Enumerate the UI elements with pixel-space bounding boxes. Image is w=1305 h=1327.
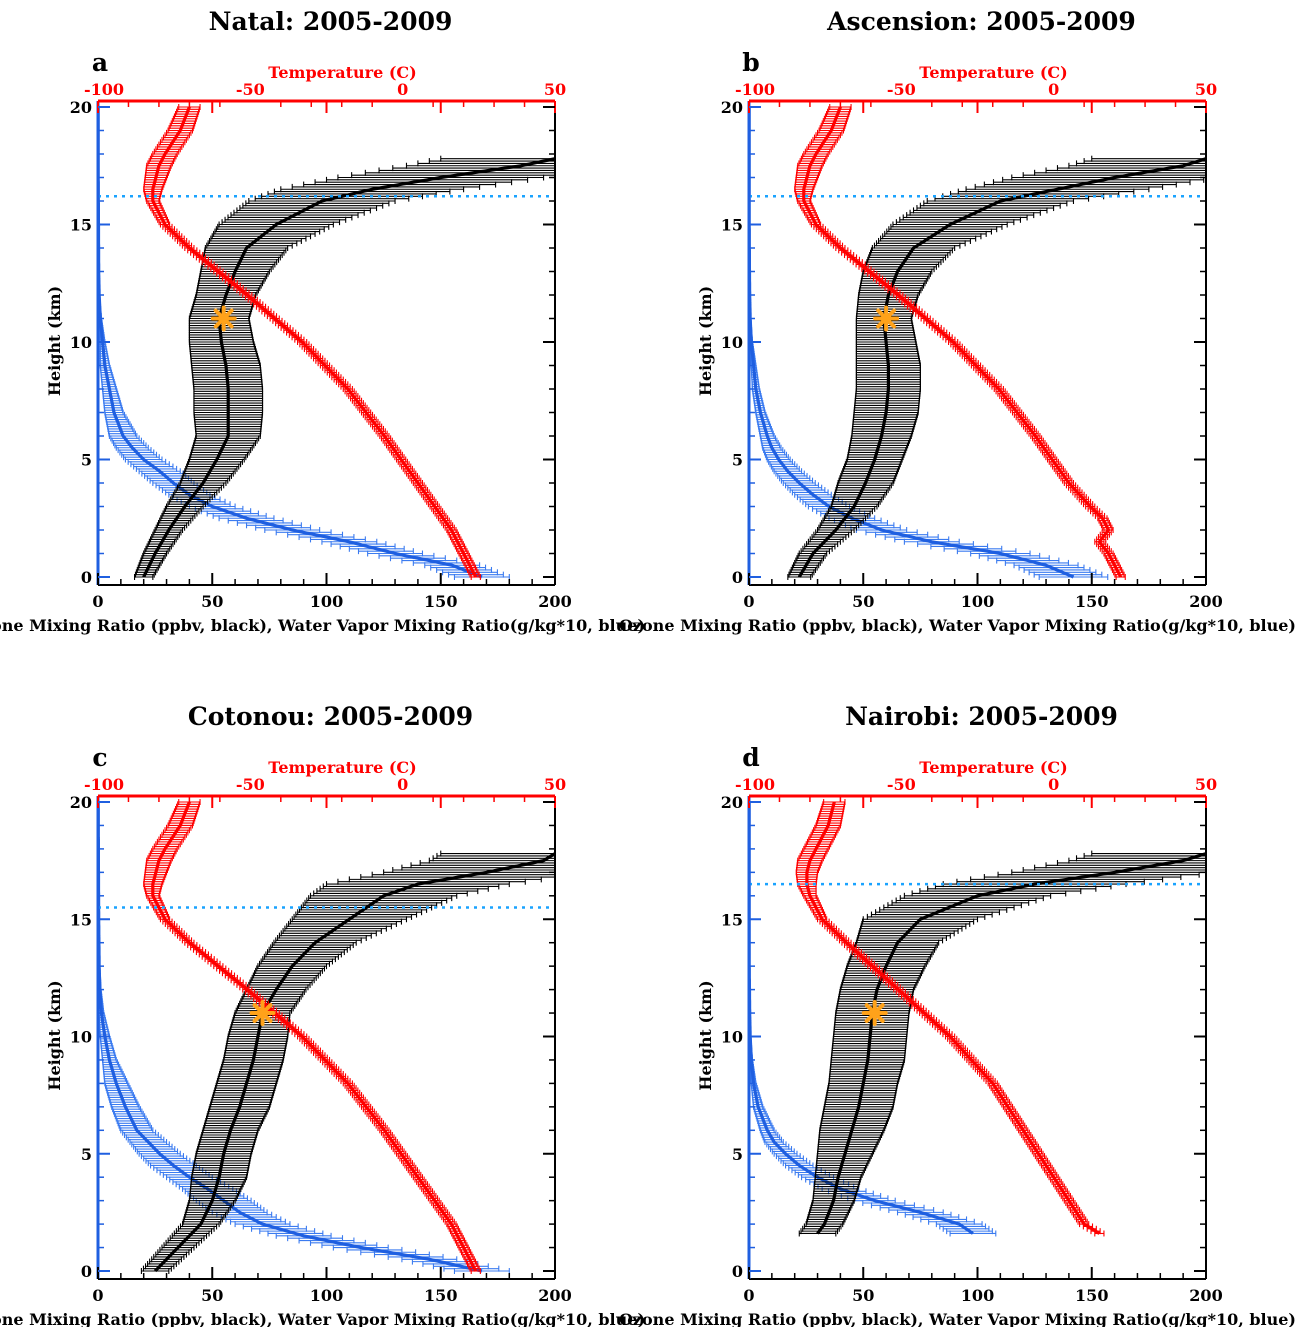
y-tick-label: 15 — [70, 216, 92, 235]
plot-area — [98, 104, 555, 580]
ozone-mean-line — [797, 157, 1206, 578]
marker-asterisk — [210, 305, 237, 332]
y-tick-label: 0 — [81, 568, 92, 587]
x-tick-label: 150 — [424, 592, 457, 611]
y-tick-label: 5 — [81, 451, 92, 470]
marker-stroke — [876, 308, 897, 329]
y-tick-label: 20 — [721, 98, 743, 117]
x-axis-label: Ozone Mixing Ratio (ppbv, black), Water … — [619, 616, 1296, 635]
y-tick-label: 15 — [721, 216, 743, 235]
x-tick-label: 0 — [743, 592, 754, 611]
top-axis-label: Temperature (C) — [268, 758, 416, 777]
panel-letter: a — [92, 48, 108, 77]
top-tick-label: 50 — [544, 80, 566, 99]
y-tick-label: 10 — [70, 333, 92, 352]
x-tick-label: 100 — [310, 592, 343, 611]
top-tick-label: -50 — [887, 80, 916, 99]
x-tick-label: 200 — [538, 592, 571, 611]
plot-area — [749, 104, 1206, 580]
x-tick-label: 0 — [92, 592, 103, 611]
ozone-mean-line — [153, 852, 555, 1273]
x-tick-label: 150 — [1075, 592, 1108, 611]
ozone-mean-line — [142, 157, 555, 578]
panel-letter: b — [742, 48, 759, 77]
marker-stroke — [213, 308, 234, 329]
y-axis-label: Height (km) — [45, 286, 64, 396]
top-axis-label: Temperature (C) — [268, 63, 416, 82]
top-tick-label: 0 — [1048, 80, 1059, 99]
temperature-mean-line — [802, 106, 1123, 578]
top-axis-label: Temperature (C) — [919, 63, 1067, 82]
x-tick-label: 200 — [1189, 592, 1222, 611]
top-tick-label: 50 — [1195, 80, 1217, 99]
x-tick-label: 100 — [961, 592, 994, 611]
y-tick-label: 10 — [721, 333, 743, 352]
y-tick-label: 0 — [732, 568, 743, 587]
y-tick-label: 20 — [70, 98, 92, 117]
x-tick-label: 50 — [852, 592, 874, 611]
x-axis-label: Ozone Mixing Ratio (ppbv, black), Water … — [0, 616, 645, 635]
ozone-band — [787, 155, 1206, 580]
panel-title: Natal: 2005-2009 — [209, 7, 453, 36]
panel-title: Ascension: 2005-2009 — [826, 7, 1136, 36]
panel-letter: c — [92, 743, 107, 772]
y-tick-label: 5 — [732, 451, 743, 470]
top-tick-label: -50 — [236, 80, 265, 99]
marker-asterisk — [873, 305, 900, 332]
ozone-band — [140, 850, 555, 1274]
top-tick-label: -100 — [735, 80, 775, 99]
plot-area — [98, 799, 555, 1274]
top-tick-label: -100 — [84, 80, 124, 99]
temperature-mean-line — [151, 106, 478, 578]
y-axis-label: Height (km) — [696, 286, 715, 396]
top-tick-label: 0 — [397, 80, 408, 99]
panel-title: Cotonou: 2005-2009 — [188, 702, 473, 731]
x-tick-label: 50 — [201, 592, 223, 611]
